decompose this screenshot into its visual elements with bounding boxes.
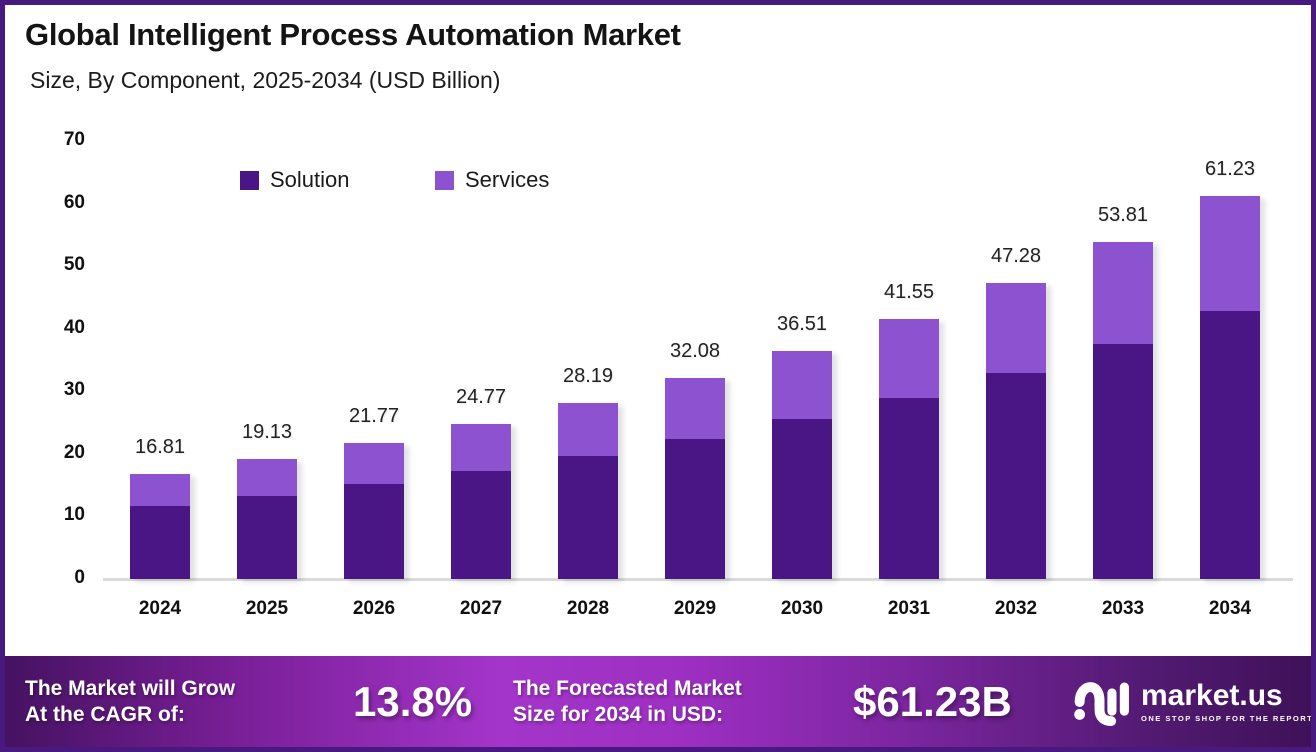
- bar-2028: [558, 402, 618, 579]
- y-axis-tick-30: 30: [63, 379, 85, 401]
- total-label-2028: 28.19: [562, 364, 614, 387]
- total-label-2027: 24.77: [455, 386, 507, 408]
- y-axis-tick-50: 50: [63, 254, 85, 276]
- cagr-caption: The Market will Grow At the CAGR of:: [25, 676, 236, 726]
- bar-2026-solution-segment: [344, 483, 404, 579]
- bar-2030-solution-segment: [772, 419, 832, 579]
- total-label-2031: 41.55: [883, 281, 935, 304]
- bar-2031-services-segment: [879, 319, 939, 398]
- bar-2025: [237, 459, 297, 579]
- y-axis-tick-60: 60: [63, 191, 85, 213]
- bar-2034-solution-segment: [1200, 311, 1260, 579]
- page-subtitle: Size, By Component, 2025-2034 (USD Billi…: [30, 67, 501, 93]
- total-label-2034: 61.23: [1204, 157, 1256, 180]
- bar-2028-services-segment: [558, 402, 618, 457]
- bar-2029-services-segment: [665, 378, 725, 439]
- bar-2026-services-segment: [344, 442, 404, 484]
- logo-name: market.us: [1141, 678, 1283, 712]
- bar-2033: [1093, 242, 1153, 579]
- x-axis-label-2033: 2033: [1101, 598, 1145, 619]
- x-axis-label-2031: 2031: [887, 598, 931, 619]
- y-axis-tick-70: 70: [63, 129, 85, 150]
- bar-2029-solution-segment: [665, 438, 725, 579]
- services-legend-swatch-icon: [435, 170, 454, 190]
- x-axis-label-2028: 2028: [566, 598, 610, 619]
- legend-label-services: Services: [465, 167, 550, 192]
- total-label-2025: 19.13: [241, 421, 293, 444]
- bar-2025-services-segment: [237, 459, 297, 496]
- total-label-2032: 47.28: [990, 245, 1042, 268]
- bar-2031-solution-segment: [879, 397, 939, 579]
- bar-2033-solution-segment: [1093, 343, 1153, 579]
- total-label-2026: 21.77: [348, 404, 400, 427]
- cagr-value: 13.8%: [353, 677, 473, 725]
- bar-2027-services-segment: [451, 424, 511, 471]
- bar-2026: [344, 442, 404, 579]
- y-axis-tick-20: 20: [63, 441, 85, 463]
- bar-2024: [130, 473, 190, 579]
- logo-text-block: market.us ONE STOP SHOP FOR THE REPORTS: [1141, 678, 1316, 723]
- x-axis-line: [103, 578, 1293, 581]
- x-axis-label-2032: 2032: [994, 598, 1038, 619]
- bar-2032-solution-segment: [986, 372, 1046, 579]
- bar-2030: [772, 350, 832, 579]
- bar-2029: [665, 378, 725, 579]
- bar-2030-services-segment: [772, 350, 832, 420]
- page-title: Global Intelligent Process Automation Ma…: [25, 17, 681, 52]
- bar-2032: [986, 283, 1046, 579]
- bar-2025-solution-segment: [237, 495, 297, 579]
- total-label-2024: 16.81: [134, 435, 186, 458]
- x-axis-label-2025: 2025: [245, 598, 289, 619]
- bar-2027: [451, 424, 511, 579]
- x-axis-label-2024: 2024: [138, 598, 182, 619]
- legend-item-solution: Solution: [240, 167, 350, 193]
- logo-tagline: ONE STOP SHOP FOR THE REPORTS: [1141, 713, 1316, 723]
- total-label-2033: 53.81: [1097, 204, 1149, 227]
- total-label-2030: 36.51: [776, 312, 828, 335]
- total-label-2029: 32.08: [669, 340, 721, 363]
- x-axis-label-2027: 2027: [459, 598, 503, 619]
- bar-2024-solution-segment: [130, 506, 190, 579]
- bar-2034-services-segment: [1200, 195, 1260, 312]
- forecast-caption: The Forecasted Market Size for 2034 in U…: [513, 676, 742, 726]
- solution-legend-swatch-icon: [240, 170, 259, 190]
- y-axis-tick-10: 10: [63, 504, 85, 526]
- market-us-logo: market.us ONE STOP SHOP FOR THE REPORTS: [1073, 677, 1316, 727]
- x-axis-label-2029: 2029: [673, 598, 717, 619]
- bar-2028-solution-segment: [558, 456, 618, 579]
- chart-canvas: Global Intelligent Process Automation Ma…: [5, 5, 1311, 747]
- bar-2031: [879, 319, 939, 579]
- bar-2032-services-segment: [986, 283, 1046, 373]
- bar-2024-services-segment: [130, 473, 190, 507]
- legend-item-services: Services: [435, 167, 549, 193]
- x-axis-label-2034: 2034: [1208, 598, 1252, 619]
- market-us-logo-icon: [1074, 681, 1129, 726]
- y-axis-tick-0: 0: [74, 567, 85, 588]
- legend-label-solution: Solution: [270, 167, 350, 192]
- forecast-value: $61.23B: [853, 677, 1012, 725]
- bar-2027-solution-segment: [451, 470, 511, 579]
- footer-banner: The Market will Grow At the CAGR of: 13.…: [5, 656, 1311, 747]
- y-axis-tick-40: 40: [63, 316, 85, 338]
- x-axis-label-2026: 2026: [352, 598, 396, 619]
- bar-2034: [1200, 195, 1260, 579]
- bar-2033-services-segment: [1093, 242, 1153, 344]
- x-axis-label-2030: 2030: [780, 598, 824, 619]
